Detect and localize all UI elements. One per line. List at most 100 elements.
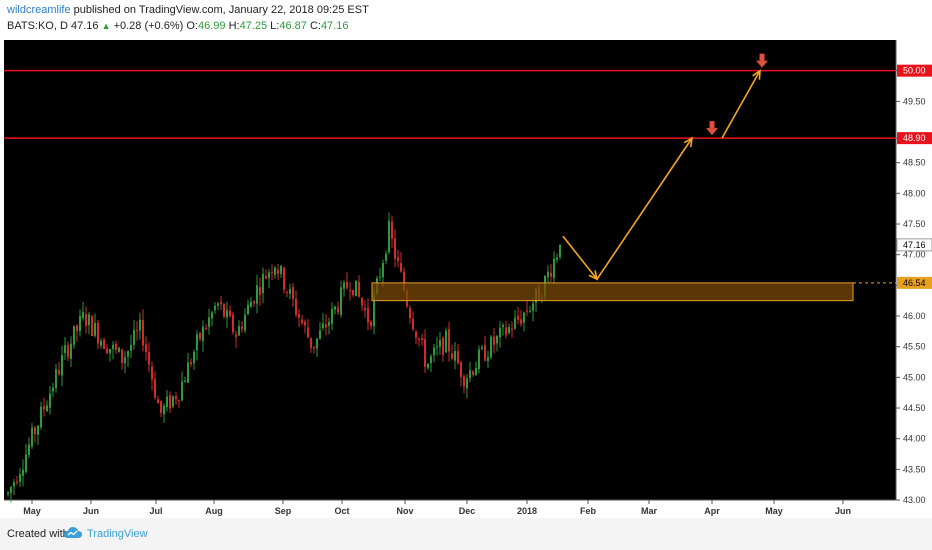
candle-body (442, 337, 444, 355)
candle-body (169, 395, 171, 409)
candle-body (283, 268, 285, 290)
candle-body (301, 319, 303, 323)
candle-body (175, 396, 177, 400)
candle-body (193, 351, 195, 364)
symbol-label: BATS:KO, D (7, 20, 68, 32)
candle-body (61, 355, 63, 376)
candle-body (79, 316, 81, 332)
candle-body (487, 357, 489, 362)
candle-body (22, 469, 24, 476)
candle-body (121, 349, 123, 363)
candle-body (136, 329, 138, 331)
candle-body (187, 362, 189, 383)
candle-body (64, 345, 66, 353)
candle-body (265, 276, 267, 279)
candle-body (352, 290, 354, 296)
time-tick-label: Dec (459, 506, 476, 516)
candle-body (289, 288, 291, 294)
candle-body (253, 301, 255, 304)
candle-body (523, 312, 525, 323)
high-value: 47.25 (239, 20, 268, 32)
high-label: H: (228, 20, 240, 32)
open-value: 46.99 (197, 20, 226, 32)
candle-body (241, 326, 243, 330)
price-tick-label: 47.50 (903, 219, 926, 229)
candle-body (100, 340, 102, 346)
created-with-text: Created with (7, 528, 69, 540)
chart-frame[interactable]: 43.0043.5044.0044.5045.0045.5046.0046.50… (0, 36, 932, 518)
candle-body (154, 378, 156, 398)
candle-body (43, 406, 45, 410)
time-tick-label: Jun (835, 506, 851, 516)
price-tick-label: 43.50 (903, 464, 926, 474)
author-link[interactable]: wildcreamlife (7, 4, 71, 16)
candle-body (448, 329, 450, 352)
candle-body (13, 482, 15, 487)
candle-body (49, 393, 51, 408)
candle-body (259, 286, 261, 295)
projection-arrow-down (562, 235, 598, 280)
candle-body (88, 314, 90, 326)
candle-body (7, 492, 9, 494)
candle-body (31, 427, 33, 447)
candle-body (232, 314, 234, 333)
candle-body (58, 370, 60, 375)
candle-body (526, 310, 528, 312)
price-tick-label: 48.00 (903, 188, 926, 198)
candle-body (511, 328, 513, 330)
plot-area (4, 40, 896, 500)
candle-body (115, 343, 117, 350)
time-tick-label: May (23, 506, 41, 516)
time-tick-label: Mar (641, 506, 658, 516)
chart-header: wildcreamlife published on TradingView.c… (0, 0, 932, 36)
candle-body (457, 351, 459, 364)
candle-body (112, 344, 114, 350)
candle-body (103, 339, 105, 350)
candle-body (484, 344, 486, 361)
candle-body (220, 301, 222, 305)
candle-body (34, 427, 36, 435)
candle-body (514, 317, 516, 329)
tradingview-brand[interactable]: TradingView (87, 528, 148, 540)
candle-body (529, 310, 531, 312)
candle-body (163, 405, 165, 415)
candle-body (472, 371, 474, 375)
candle-body (370, 321, 372, 327)
candle-body (430, 356, 432, 364)
candlestick-chart[interactable]: 43.0043.5044.0044.5045.0045.5046.0046.50… (0, 36, 932, 518)
candle-body (502, 325, 504, 328)
candle-body (328, 322, 330, 326)
candle-body (478, 349, 480, 370)
candle-body (235, 334, 237, 337)
candle-body (190, 362, 192, 365)
time-tick-label: Apr (704, 506, 720, 516)
target-arrow-icon (709, 121, 715, 129)
candle-body (205, 327, 207, 329)
candle-body (148, 352, 150, 365)
candle-body (454, 350, 456, 361)
candle-body (280, 265, 282, 274)
time-tick-label: Sep (275, 506, 292, 516)
candle-body (361, 297, 363, 306)
candle-body (298, 314, 300, 318)
candle-body (532, 303, 534, 311)
price-tick-label: 46.00 (903, 311, 926, 321)
candle-body (223, 303, 225, 317)
time-tick-label: Jun (83, 506, 99, 516)
candle-body (415, 331, 417, 338)
candle-body (181, 381, 183, 401)
candle-body (16, 481, 18, 483)
candle-body (493, 336, 495, 345)
published-text: published on TradingView.com, January 22… (73, 4, 369, 16)
tradingview-cloud-icon (64, 527, 82, 538)
projection-arrow-up-head (683, 136, 694, 148)
candle-body (412, 318, 414, 330)
candle-body (73, 325, 75, 345)
last-price-label: 47.16 (903, 240, 926, 250)
time-tick-label: Aug (205, 506, 223, 516)
candle-body (106, 348, 108, 354)
price-tick-label: 44.00 (903, 434, 926, 444)
time-tick-label: Nov (396, 506, 413, 516)
candle-body (229, 310, 231, 317)
price-tick-label: 44.50 (903, 403, 926, 413)
